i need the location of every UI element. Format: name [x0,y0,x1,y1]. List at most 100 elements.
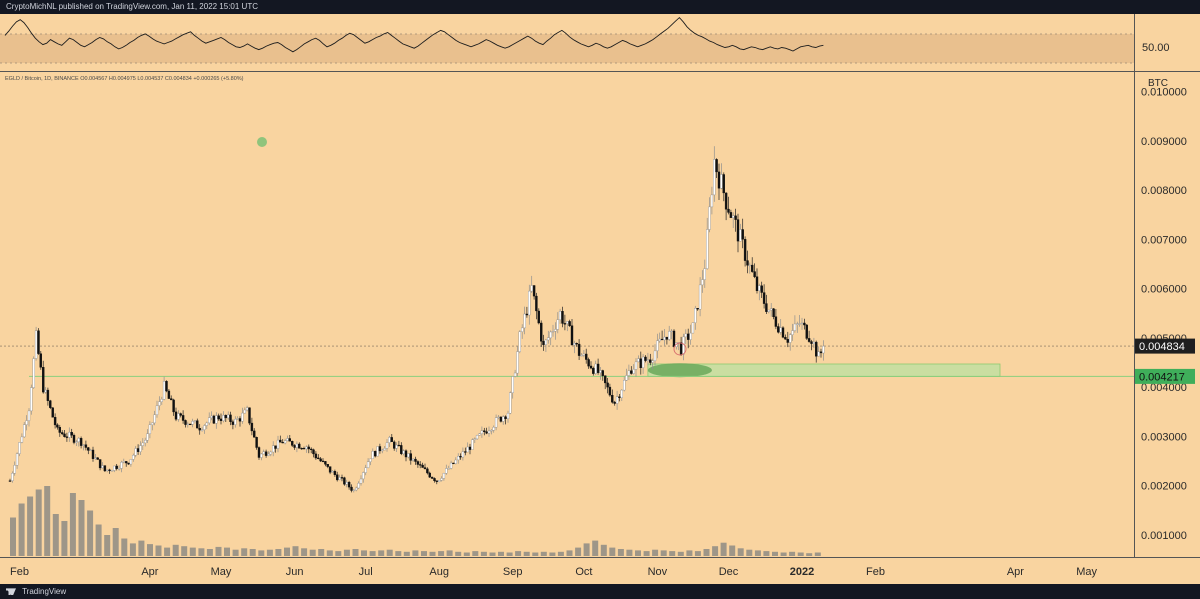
candle-body [376,446,379,457]
candle-body [504,416,507,420]
price-tick-label: 0.003000 [1141,431,1187,443]
candle-body [179,413,182,416]
candle-body [307,446,310,450]
candle-body [644,356,647,361]
candle-body [637,358,640,363]
volume-bar [523,551,530,556]
candle-body [65,436,69,438]
support-highlight-blob [647,363,712,378]
candle-body [274,445,277,449]
time-tick-label: Sep [503,566,523,578]
chart-svg[interactable]: 50.00 EGLD / Bitcoin, 1D, BINANCE O0.004… [0,14,1200,584]
volume-bar [686,550,693,556]
candle-body [428,472,431,478]
volume-bar [549,552,556,556]
candle-body [236,418,239,420]
time-tick-label: May [1076,566,1097,578]
candle-body [817,351,820,357]
candle-body [449,462,453,469]
candle-body [331,471,334,473]
candles [8,146,825,493]
candle-body [710,194,714,208]
volume-bar [301,548,308,556]
candle-body [245,407,249,411]
volume-bar [421,551,427,556]
candle-body [383,448,386,451]
candle-body [575,343,578,345]
candle-body [267,453,270,456]
time-tick-label: Apr [141,566,158,578]
candle-body [611,395,614,403]
candle-body [248,407,251,424]
candle-body [15,453,19,466]
time-tick-label: 2022 [790,566,814,578]
candle-body [727,208,730,213]
candle-body [400,445,403,454]
candle-body [378,446,382,452]
candle-body [770,308,773,311]
candle-body [494,417,498,428]
candle-body [340,477,344,479]
candle-body [314,453,318,459]
candle-body [336,474,339,481]
candle-body [181,415,185,421]
candle-body [317,457,320,459]
candle-body [698,284,702,310]
volume-bar [557,551,564,556]
candle-body [777,326,780,333]
footer-bar: TradingView [0,584,1200,599]
candle-body [77,438,81,442]
candle-body [440,478,443,481]
candle-body [165,381,168,392]
volume-bar [754,550,761,556]
candle-body [393,441,396,449]
candle-body [639,358,642,369]
candle-body [110,470,114,472]
candle-body [234,419,237,425]
candle-body [196,420,199,429]
candle-body [592,368,595,374]
candle-body [402,450,405,454]
candle-body [687,333,690,340]
support-price-tag [1135,368,1195,384]
volume-bar [129,543,136,556]
candle-body [542,341,545,345]
volume-bar [104,535,111,556]
candle-body [511,376,514,393]
candle-body [528,290,531,316]
candle-body [53,417,57,426]
candle-body [255,437,258,448]
candle-body [767,309,770,312]
candle-body [117,468,121,470]
candle-body [468,446,472,450]
candle-body [94,457,97,459]
candle-body [736,219,740,242]
volume-bar [720,542,727,556]
candle-body [72,435,76,443]
footer-brand: TradingView [22,587,67,596]
candle-body [129,459,133,465]
candle-body [210,415,213,418]
candle-body [115,465,118,469]
volume-bar [326,550,333,556]
candle-body [70,432,73,436]
candle-body [89,449,92,452]
volume-bar [95,524,102,556]
candle-body [483,430,486,432]
volume-bar [10,517,16,556]
volume-bar [780,552,787,556]
volume-bar [600,544,607,556]
candle-body [452,462,455,465]
candle-body [506,413,510,420]
candle-body [682,336,685,355]
candle-body [82,444,85,446]
candle-body [87,447,90,451]
candle-body [34,330,38,359]
volume-bars [10,486,821,556]
time-tick-label: May [211,566,232,578]
volume-bar [275,549,282,556]
time-axis-panel [0,557,1200,584]
candle-body [566,321,569,324]
candle-body [421,464,424,468]
